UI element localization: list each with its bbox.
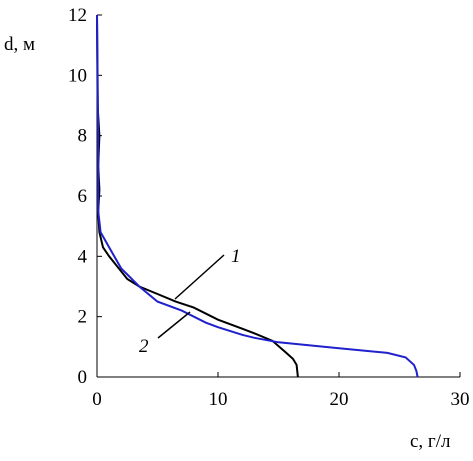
- y-tick-label: 4: [78, 246, 88, 267]
- leader-line: [157, 311, 191, 339]
- x-tick-label: 20: [330, 389, 349, 410]
- y-tick-label: 6: [78, 186, 88, 207]
- series-label: 2: [139, 336, 149, 357]
- y-tick-label: 2: [78, 307, 88, 328]
- leader-line: [174, 254, 225, 300]
- x-tick-label: 30: [451, 389, 470, 410]
- line-series: [96, 14, 419, 378]
- x-axis-label: c, г/л: [410, 431, 451, 452]
- y-tick-label: 8: [78, 126, 88, 147]
- line-series: [96, 14, 299, 378]
- x-tick-label: 10: [209, 389, 228, 410]
- y-axis-label: d, м: [4, 34, 35, 55]
- y-tick-label: 0: [78, 367, 88, 388]
- x-tick-label: 0: [92, 389, 102, 410]
- series-label: 1: [231, 246, 241, 267]
- y-tick-label: 10: [68, 65, 87, 86]
- y-tick-label: 12: [68, 5, 87, 26]
